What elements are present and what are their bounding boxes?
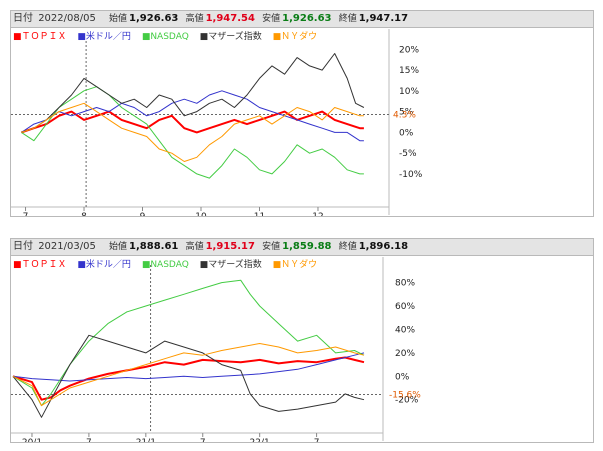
legend: ■ＴＯＰＩＸ ■米ドル／円 ■NASDAQ ■マザーズ指数 ■ＮＹダウ xyxy=(13,29,325,42)
line-chart[interactable]: 80% 60% 40% 20% 0% -20% 20/1 7 21/1 7 22/1 7 -15.6% xyxy=(11,239,593,442)
series-line-4 xyxy=(12,343,365,407)
x-tick-label: 7 xyxy=(200,438,206,442)
x-tick-label: 22/1 xyxy=(250,438,270,442)
quote-header: 日付 2021/03/05 始値 1,888.61 高値 1,915.17 安値 1,… xyxy=(11,239,593,256)
series-line-3 xyxy=(12,334,365,418)
legend-label: NASDAQ xyxy=(150,32,189,42)
date-value: 2021/03/05 xyxy=(38,241,96,252)
x-tick-label: 21/1 xyxy=(136,438,156,442)
y-tick-label: 20% xyxy=(399,45,419,55)
high-value: 1,915.17 xyxy=(205,241,255,252)
series-line-1 xyxy=(12,352,365,382)
series-line-2 xyxy=(12,279,365,407)
legend-usdjpy[interactable]: ■米ドル／円 xyxy=(77,260,131,270)
low-label: 安値 xyxy=(262,242,281,252)
legend-label: NASDAQ xyxy=(150,260,189,270)
y-tick-label: -5% xyxy=(399,149,417,159)
low-value: 1,926.63 xyxy=(282,13,332,24)
legend-mothers[interactable]: ■マザーズ指数 xyxy=(199,32,262,42)
legend-usdjpy[interactable]: ■米ドル／円 xyxy=(77,32,131,42)
high-value: 1,947.54 xyxy=(205,13,255,24)
date-value: 2022/08/05 xyxy=(38,13,96,24)
legend-topix[interactable]: ■ＴＯＰＩＸ xyxy=(13,260,67,270)
chart-panel-bottom: 日付 2021/03/05 始値 1,888.61 高値 1,915.17 安値 1,… xyxy=(10,238,594,443)
low-value: 1,859.88 xyxy=(282,241,332,252)
x-tick-label: 8 xyxy=(81,212,87,216)
date-label: 日付 xyxy=(13,13,33,24)
x-tick-label: 9 xyxy=(140,212,146,216)
y-tick-label: 60% xyxy=(395,302,415,312)
x-tick-label: 20/1 xyxy=(22,438,42,442)
y-tick-label: -20% xyxy=(395,396,419,406)
y-tick-label: 5% xyxy=(399,108,414,118)
current-value-label: 4.3% xyxy=(393,111,416,121)
series-line-2 xyxy=(21,86,364,179)
line-chart[interactable]: 20% 15% 10% 5% 0% -5% -10% 7 8 9 10 11 12 4.3% xyxy=(11,11,593,216)
chart-panel-top: 日付 2022/08/05 始値 1,926.63 高値 1,947.54 安値 1,… xyxy=(10,10,594,217)
low-label: 安値 xyxy=(262,14,281,24)
y-tick-label: 15% xyxy=(399,66,419,76)
y-tick-label: 0% xyxy=(395,372,410,382)
legend-label: 米ドル／円 xyxy=(85,260,131,270)
x-tick-label: 7 xyxy=(86,438,92,442)
legend-nydow[interactable]: ■ＮＹダウ xyxy=(272,260,318,270)
legend-label: ＴＯＰＩＸ xyxy=(21,260,67,270)
date-field: 日付 2021/03/05 xyxy=(13,241,98,252)
legend-nydow[interactable]: ■ＮＹダウ xyxy=(272,32,318,42)
high-label: 高値 xyxy=(185,14,204,24)
series-line-1 xyxy=(21,90,364,142)
legend-nasdaq[interactable]: ■NASDAQ xyxy=(141,260,189,270)
date-label: 日付 xyxy=(13,241,33,252)
date-field: 日付 2022/08/05 xyxy=(13,13,98,24)
legend-label: マザーズ指数 xyxy=(208,260,262,270)
legend: ■ＴＯＰＩＸ ■米ドル／円 ■NASDAQ ■マザーズ指数 ■ＮＹダウ xyxy=(13,257,325,270)
y-tick-label: 20% xyxy=(395,349,415,359)
open-value: 1,888.61 xyxy=(129,241,179,252)
legend-label: ＮＹダウ xyxy=(281,32,318,42)
y-tick-label: -10% xyxy=(399,170,423,180)
legend-label: マザーズ指数 xyxy=(208,32,262,42)
series-line-4 xyxy=(21,102,364,162)
x-tick-label: 10 xyxy=(195,212,207,216)
series-line-3 xyxy=(21,53,365,133)
open-label: 始値 xyxy=(109,14,128,24)
y-tick-label: 40% xyxy=(395,325,415,335)
x-tick-label: 7 xyxy=(23,212,29,216)
legend-nasdaq[interactable]: ■NASDAQ xyxy=(141,32,189,42)
close-label: 終値 xyxy=(338,242,357,252)
y-tick-label: 10% xyxy=(399,87,419,97)
x-tick-label: 12 xyxy=(312,212,323,216)
legend-label: ＮＹダウ xyxy=(281,260,318,270)
open-label: 始値 xyxy=(109,242,128,252)
close-label: 終値 xyxy=(338,14,357,24)
legend-topix[interactable]: ■ＴＯＰＩＸ xyxy=(13,32,67,42)
close-value: 1,896.18 xyxy=(358,241,409,252)
legend-mothers[interactable]: ■マザーズ指数 xyxy=(199,260,262,270)
x-tick-label: 11 xyxy=(254,212,265,216)
y-tick-label: 0% xyxy=(399,128,414,138)
series-line-0 xyxy=(12,356,365,401)
legend-label: 米ドル／円 xyxy=(85,32,131,42)
open-value: 1,926.63 xyxy=(129,13,179,24)
legend-label: ＴＯＰＩＸ xyxy=(21,32,67,42)
y-tick-label: 80% xyxy=(395,279,415,289)
quote-header: 日付 2022/08/05 始値 1,926.63 高値 1,947.54 安値 1,… xyxy=(11,11,593,28)
high-label: 高値 xyxy=(185,242,204,252)
x-tick-label: 7 xyxy=(314,438,320,442)
current-value-label: -15.6% xyxy=(389,391,421,401)
close-value: 1,947.17 xyxy=(358,13,409,24)
